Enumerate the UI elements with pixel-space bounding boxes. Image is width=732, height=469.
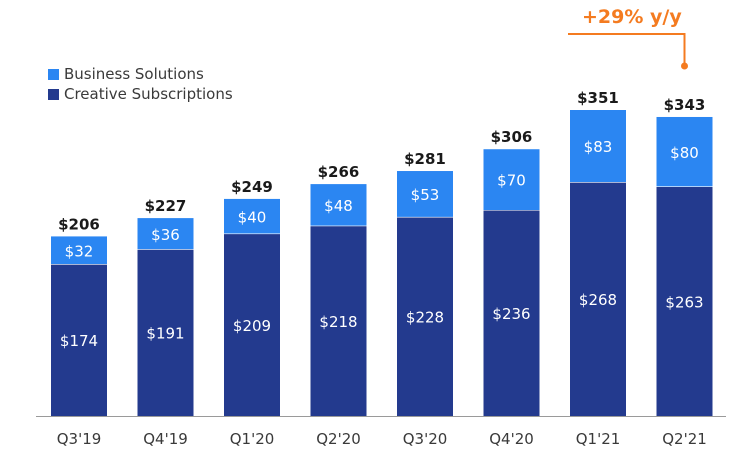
data-label-creative-subscriptions: $263 [665, 293, 703, 311]
legend-label-creative-subscriptions: Creative Subscriptions [64, 85, 233, 103]
x-tick-label: Q4'19 [143, 430, 188, 448]
bar-creative-subscriptions [310, 225, 367, 416]
data-label-business-solutions: $48 [324, 197, 353, 215]
total-label: $306 [491, 128, 533, 146]
legend: Business Solutions Creative Subscription… [48, 64, 233, 104]
data-label-creative-subscriptions: $209 [233, 317, 271, 335]
bar-business-solutions [51, 236, 107, 265]
bar-creative-subscriptions [397, 217, 453, 416]
bar-creative-subscriptions [570, 182, 626, 416]
total-label: $206 [58, 215, 100, 233]
data-label-business-solutions: $70 [497, 172, 526, 190]
bar-creative-subscriptions [656, 186, 713, 416]
data-label-creative-subscriptions: $191 [146, 325, 184, 343]
bar-business-solutions [483, 149, 540, 211]
legend-swatch-business-solutions [48, 68, 59, 80]
bar-business-solutions [397, 171, 453, 218]
x-tick-label: Q3'19 [57, 430, 102, 448]
data-label-business-solutions: $53 [411, 186, 440, 204]
data-label-business-solutions: $83 [584, 138, 613, 156]
legend-label-business-solutions: Business Solutions [64, 65, 204, 83]
bar-creative-subscriptions [224, 233, 280, 416]
data-label-business-solutions: $32 [65, 242, 94, 260]
growth-annotation: +29% y/y [582, 6, 682, 28]
total-label: $227 [145, 197, 187, 215]
annotation-dot [681, 62, 688, 70]
x-tick-label: Q3'20 [403, 430, 448, 448]
data-label-business-solutions: $40 [238, 208, 267, 226]
bar-business-solutions [310, 184, 367, 226]
bar-business-solutions [224, 198, 280, 234]
total-label: $343 [664, 96, 706, 114]
total-label: $266 [318, 163, 360, 181]
legend-item-business-solutions: Business Solutions [48, 64, 233, 84]
total-label: $351 [577, 89, 619, 107]
bar-creative-subscriptions [483, 210, 540, 416]
x-tick-label: Q2'20 [316, 430, 361, 448]
bar-business-solutions [137, 218, 194, 250]
legend-swatch-creative-subscriptions [48, 88, 59, 100]
x-tick-label: Q4'20 [489, 430, 534, 448]
data-label-business-solutions: $36 [151, 226, 180, 244]
data-label-creative-subscriptions: $236 [492, 305, 530, 323]
x-tick-label: Q1'20 [230, 430, 275, 448]
legend-item-creative-subscriptions: Creative Subscriptions [48, 84, 233, 104]
bar-creative-subscriptions [51, 264, 107, 416]
x-tick-label: Q1'21 [576, 430, 621, 448]
bar-business-solutions [570, 110, 626, 183]
bar-creative-subscriptions [137, 249, 194, 416]
total-label: $281 [404, 150, 446, 168]
data-label-business-solutions: $80 [670, 144, 699, 162]
annotation-bracket [568, 33, 686, 64]
data-label-creative-subscriptions: $218 [319, 313, 357, 331]
data-label-creative-subscriptions: $174 [60, 332, 98, 350]
total-label: $249 [231, 178, 273, 196]
bar-business-solutions [656, 116, 713, 187]
data-label-creative-subscriptions: $268 [579, 291, 617, 309]
data-label-creative-subscriptions: $228 [406, 309, 444, 327]
x-tick-label: Q2'21 [662, 430, 707, 448]
